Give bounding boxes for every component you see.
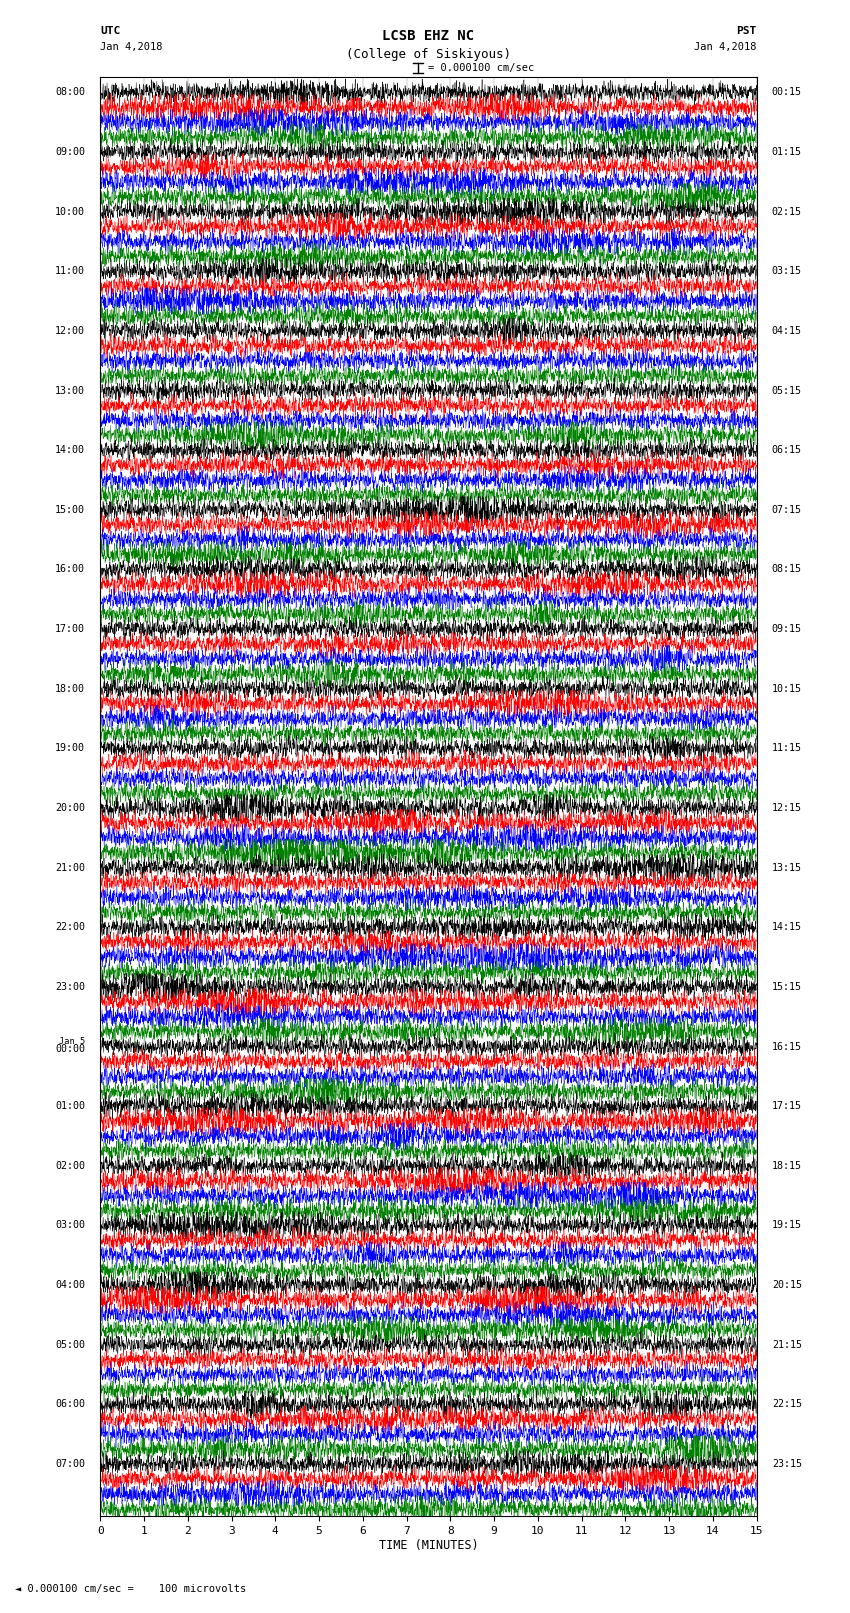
Text: 12:15: 12:15 <box>772 803 802 813</box>
Text: 17:00: 17:00 <box>55 624 85 634</box>
Text: 02:00: 02:00 <box>55 1161 85 1171</box>
Text: 06:00: 06:00 <box>55 1400 85 1410</box>
Text: Jan 5: Jan 5 <box>59 1037 85 1045</box>
Text: 14:15: 14:15 <box>772 923 802 932</box>
Text: 11:15: 11:15 <box>772 744 802 753</box>
Text: 04:15: 04:15 <box>772 326 802 336</box>
Text: 00:15: 00:15 <box>772 87 802 97</box>
Text: 01:15: 01:15 <box>772 147 802 156</box>
Text: 05:00: 05:00 <box>55 1340 85 1350</box>
Text: 08:00: 08:00 <box>55 87 85 97</box>
Text: PST: PST <box>736 26 756 35</box>
Text: 09:00: 09:00 <box>55 147 85 156</box>
Text: 02:15: 02:15 <box>772 206 802 216</box>
Text: 22:15: 22:15 <box>772 1400 802 1410</box>
Text: 19:15: 19:15 <box>772 1221 802 1231</box>
Text: 06:15: 06:15 <box>772 445 802 455</box>
Text: 20:00: 20:00 <box>55 803 85 813</box>
Text: 21:15: 21:15 <box>772 1340 802 1350</box>
Text: LCSB EHZ NC: LCSB EHZ NC <box>382 29 474 44</box>
Text: 17:15: 17:15 <box>772 1102 802 1111</box>
Text: Jan 4,2018: Jan 4,2018 <box>100 42 163 52</box>
Text: 15:00: 15:00 <box>55 505 85 515</box>
Text: 05:15: 05:15 <box>772 386 802 395</box>
Text: ◄ 0.000100 cm/sec =    100 microvolts: ◄ 0.000100 cm/sec = 100 microvolts <box>15 1584 246 1594</box>
Text: 08:15: 08:15 <box>772 565 802 574</box>
Text: 23:00: 23:00 <box>55 982 85 992</box>
Text: 01:00: 01:00 <box>55 1102 85 1111</box>
Text: 22:00: 22:00 <box>55 923 85 932</box>
Text: (College of Siskiyous): (College of Siskiyous) <box>346 48 511 61</box>
Text: 13:15: 13:15 <box>772 863 802 873</box>
Text: 07:00: 07:00 <box>55 1460 85 1469</box>
Text: 15:15: 15:15 <box>772 982 802 992</box>
Text: UTC: UTC <box>100 26 121 35</box>
Text: 18:00: 18:00 <box>55 684 85 694</box>
Text: 00:00: 00:00 <box>55 1044 85 1053</box>
Text: 18:15: 18:15 <box>772 1161 802 1171</box>
Text: 07:15: 07:15 <box>772 505 802 515</box>
Text: 23:15: 23:15 <box>772 1460 802 1469</box>
Text: = 0.000100 cm/sec: = 0.000100 cm/sec <box>428 63 534 73</box>
Text: 13:00: 13:00 <box>55 386 85 395</box>
Text: 19:00: 19:00 <box>55 744 85 753</box>
Text: 21:00: 21:00 <box>55 863 85 873</box>
Text: 14:00: 14:00 <box>55 445 85 455</box>
Text: 20:15: 20:15 <box>772 1281 802 1290</box>
Text: 12:00: 12:00 <box>55 326 85 336</box>
X-axis label: TIME (MINUTES): TIME (MINUTES) <box>378 1539 479 1552</box>
Text: Jan 4,2018: Jan 4,2018 <box>694 42 756 52</box>
Text: 03:00: 03:00 <box>55 1221 85 1231</box>
Text: 03:15: 03:15 <box>772 266 802 276</box>
Text: 11:00: 11:00 <box>55 266 85 276</box>
Text: 09:15: 09:15 <box>772 624 802 634</box>
Text: 10:15: 10:15 <box>772 684 802 694</box>
Text: 16:00: 16:00 <box>55 565 85 574</box>
Text: 16:15: 16:15 <box>772 1042 802 1052</box>
Text: 10:00: 10:00 <box>55 206 85 216</box>
Text: 04:00: 04:00 <box>55 1281 85 1290</box>
